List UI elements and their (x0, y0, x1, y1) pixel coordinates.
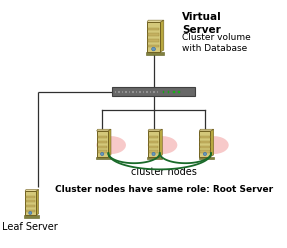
FancyBboxPatch shape (125, 91, 127, 93)
Circle shape (203, 153, 207, 155)
FancyBboxPatch shape (132, 91, 134, 93)
FancyBboxPatch shape (26, 200, 35, 202)
Polygon shape (36, 189, 38, 216)
FancyBboxPatch shape (163, 91, 164, 93)
FancyBboxPatch shape (179, 91, 180, 93)
FancyBboxPatch shape (149, 151, 158, 153)
Polygon shape (25, 189, 38, 191)
FancyBboxPatch shape (147, 22, 160, 52)
FancyBboxPatch shape (113, 87, 195, 96)
Polygon shape (199, 129, 214, 131)
FancyBboxPatch shape (149, 141, 158, 143)
FancyBboxPatch shape (118, 91, 120, 93)
FancyBboxPatch shape (26, 196, 35, 198)
FancyBboxPatch shape (98, 141, 107, 143)
Text: Virtual
Server: Virtual Server (182, 12, 222, 35)
FancyBboxPatch shape (148, 39, 159, 42)
FancyBboxPatch shape (153, 91, 155, 93)
FancyBboxPatch shape (26, 205, 35, 207)
FancyBboxPatch shape (97, 131, 108, 157)
Polygon shape (159, 129, 162, 157)
Text: Leaf Server: Leaf Server (2, 222, 58, 232)
Polygon shape (108, 129, 111, 157)
FancyBboxPatch shape (199, 131, 210, 157)
FancyBboxPatch shape (129, 91, 130, 93)
FancyBboxPatch shape (200, 151, 210, 153)
Polygon shape (160, 20, 164, 52)
FancyBboxPatch shape (148, 28, 159, 30)
FancyBboxPatch shape (136, 91, 137, 93)
Ellipse shape (199, 136, 229, 154)
Circle shape (152, 47, 156, 51)
Ellipse shape (148, 136, 177, 154)
Ellipse shape (96, 136, 126, 154)
Text: cluster nodes: cluster nodes (131, 167, 197, 177)
FancyBboxPatch shape (200, 146, 210, 148)
FancyBboxPatch shape (148, 45, 159, 47)
FancyBboxPatch shape (25, 191, 36, 216)
Polygon shape (147, 20, 164, 22)
FancyBboxPatch shape (156, 91, 158, 93)
FancyBboxPatch shape (143, 91, 144, 93)
Text: Cluster nodes have same role: Root Server: Cluster nodes have same role: Root Serve… (55, 185, 273, 194)
Polygon shape (148, 129, 162, 131)
FancyBboxPatch shape (173, 91, 175, 93)
FancyBboxPatch shape (149, 136, 158, 138)
Polygon shape (97, 129, 111, 131)
FancyBboxPatch shape (168, 91, 169, 93)
FancyBboxPatch shape (148, 131, 159, 157)
Polygon shape (210, 129, 214, 157)
FancyBboxPatch shape (98, 151, 107, 153)
Polygon shape (146, 52, 164, 55)
Circle shape (29, 212, 32, 215)
FancyBboxPatch shape (148, 33, 159, 36)
FancyBboxPatch shape (26, 210, 35, 212)
Polygon shape (96, 157, 111, 159)
Polygon shape (199, 157, 214, 159)
Text: Cluster volume
with Database: Cluster volume with Database (182, 32, 251, 53)
Circle shape (152, 153, 155, 155)
FancyBboxPatch shape (200, 141, 210, 143)
Polygon shape (24, 216, 38, 217)
FancyBboxPatch shape (98, 136, 107, 138)
FancyBboxPatch shape (139, 91, 141, 93)
FancyBboxPatch shape (150, 91, 151, 93)
Polygon shape (147, 157, 162, 159)
FancyBboxPatch shape (146, 91, 148, 93)
FancyBboxPatch shape (115, 91, 116, 93)
FancyBboxPatch shape (149, 146, 158, 148)
FancyBboxPatch shape (98, 146, 107, 148)
FancyBboxPatch shape (200, 136, 210, 138)
FancyBboxPatch shape (122, 91, 123, 93)
Circle shape (100, 153, 104, 155)
